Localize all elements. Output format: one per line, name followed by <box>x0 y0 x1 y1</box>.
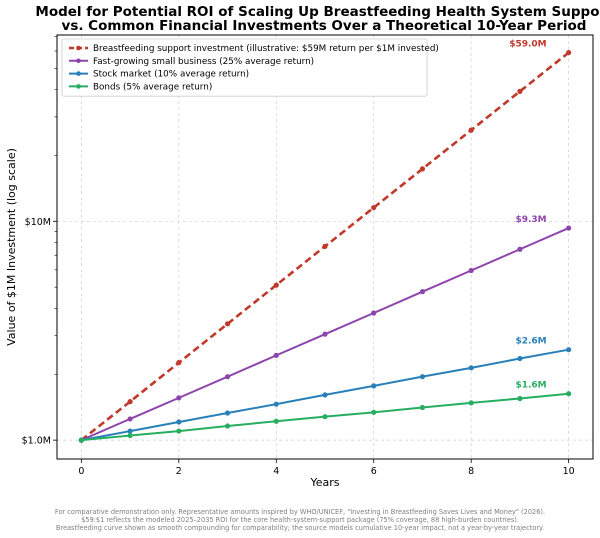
data-point <box>127 432 133 439</box>
data-point <box>566 49 572 56</box>
data-point <box>419 166 426 172</box>
data-point <box>419 289 426 295</box>
legend-label-1: Breastfeeding support investment (illust… <box>93 44 439 54</box>
data-point <box>273 418 279 424</box>
data-point <box>371 204 377 211</box>
data-point <box>176 419 182 425</box>
x-tick-label: 10 <box>563 466 575 477</box>
data-point <box>273 352 279 358</box>
footnote-line-3: Breastfeeding curve shown as smooth comp… <box>55 524 545 533</box>
data-point <box>517 395 523 402</box>
data-point <box>127 416 133 422</box>
data-point <box>127 399 133 405</box>
plot-area-frame <box>56 34 594 460</box>
data-point <box>224 321 231 327</box>
legend-box <box>61 38 428 97</box>
data-point <box>176 360 182 366</box>
data-point <box>566 225 572 231</box>
footnote: For comparative demonstration only. Repr… <box>0 508 600 533</box>
data-point <box>322 243 328 249</box>
series-markers <box>78 49 572 443</box>
data-point <box>517 355 523 362</box>
data-point <box>517 246 523 252</box>
data-point <box>322 392 328 398</box>
legend-label-3: Stock market (10% average return) <box>93 70 249 80</box>
x-tick-label: 6 <box>371 466 377 477</box>
legend-marker-4 <box>76 84 81 89</box>
data-point <box>273 282 279 288</box>
data-point <box>517 88 523 94</box>
end-label-series-3: $2.6M <box>515 337 546 347</box>
data-point <box>566 391 572 397</box>
x-tick-label: 4 <box>273 466 279 477</box>
data-point <box>468 400 474 406</box>
data-point <box>468 267 474 274</box>
chart-title-line-2: vs. Common Financial Investments Over a … <box>62 18 587 34</box>
data-point <box>224 410 231 416</box>
x-axis-ticks: 0 2 4 6 8 10 <box>78 459 575 477</box>
data-point <box>176 395 182 401</box>
legend: Breastfeeding support investment (illust… <box>61 38 439 97</box>
data-point <box>468 365 474 371</box>
end-label-series-1: $59.0M <box>509 40 546 50</box>
data-point <box>371 383 377 389</box>
data-point <box>127 428 133 434</box>
footnote-line-2: $59:$1 reflects the modeled 2025–2035 RO… <box>81 516 519 525</box>
end-label-series-4: $1.6M <box>515 381 546 391</box>
legend-marker-1 <box>76 45 81 51</box>
x-tick-label: 8 <box>468 466 474 477</box>
data-point <box>371 409 377 415</box>
y-axis-label: Value of $1M Investment (log scale) <box>5 148 18 346</box>
x-tick-label: 2 <box>176 466 182 477</box>
end-label-series-2: $9.3M <box>515 215 546 225</box>
chart-title-line-1: Model for Potential ROI of Scaling Up Br… <box>35 4 600 20</box>
data-point <box>224 374 231 380</box>
data-point <box>224 423 231 429</box>
y-tick-label: $10M <box>25 217 51 228</box>
legend-marker-3 <box>76 71 81 76</box>
data-point <box>176 428 182 434</box>
data-point <box>322 414 328 420</box>
legend-label-2: Fast-growing small business (25% average… <box>93 57 314 67</box>
data-point <box>322 331 328 337</box>
data-point <box>273 401 279 407</box>
data-point <box>78 437 84 443</box>
x-tick-label: 0 <box>78 466 84 477</box>
data-point <box>371 310 377 316</box>
x-axis-label: Years <box>309 476 339 489</box>
end-labels: $59.0M $9.3M $2.6M $1.6M <box>509 40 546 391</box>
grid-lines <box>57 35 593 459</box>
data-point <box>419 374 426 380</box>
legend-marker-2 <box>76 58 81 64</box>
data-point <box>419 404 426 411</box>
y-tick-label: $1.0M <box>22 436 51 447</box>
data-point <box>566 347 572 353</box>
data-point <box>468 127 474 133</box>
footnote-line-1: For comparative demonstration only. Repr… <box>54 508 546 516</box>
y-axis-ticks: $1.0M $10M <box>22 36 57 447</box>
legend-label-4: Bonds (5% average return) <box>93 82 212 92</box>
